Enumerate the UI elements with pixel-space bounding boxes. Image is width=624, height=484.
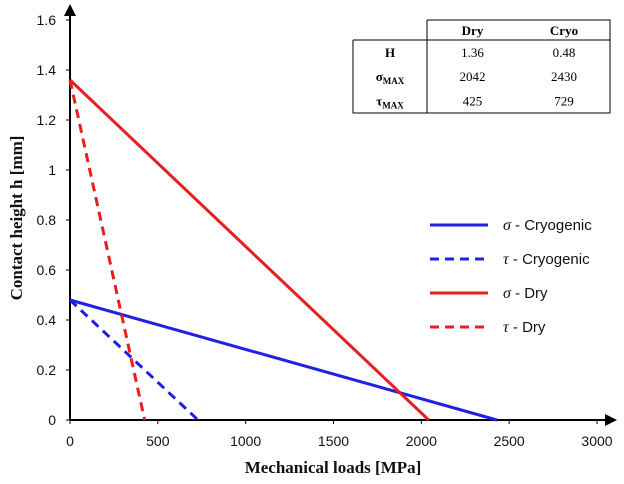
y-axis-arrow-icon: [64, 4, 76, 16]
table-row-label: H: [385, 45, 395, 60]
x-axis-arrow-icon: [605, 414, 617, 426]
x-tick-label: 1500: [318, 433, 349, 449]
table-row-label: τMAX: [376, 94, 404, 111]
x-tick-label: 2000: [406, 433, 437, 449]
x-tick-label: 500: [146, 433, 170, 449]
y-tick-label: 0.2: [37, 362, 57, 378]
table-cell: 1.36: [461, 45, 484, 60]
series-line-3: [68, 78, 430, 422]
table-cell: 2042: [460, 69, 486, 84]
series-line-4: [68, 79, 147, 421]
table-border: [352, 19, 611, 114]
y-tick-label: 1.6: [37, 12, 57, 28]
series-line-1: [69, 298, 498, 422]
legend-label-3: σ - Dry: [503, 285, 548, 302]
y-tick-label: 1: [48, 162, 56, 178]
table-cell: 729: [554, 94, 574, 109]
y-tick-label: 0.6: [37, 262, 57, 278]
y-axis-title: Contact height h [mm]: [7, 136, 26, 301]
table-row-label: σMAX: [376, 69, 405, 86]
legend-label-2: τ - Cryogenic: [503, 251, 590, 268]
summary-table: Dry Cryo H 1.36 0.48 σMAX 2042 2430 τMAX 425 729: [352, 19, 611, 114]
x-axis-title: Mechanical loads [MPa]: [245, 458, 422, 477]
table-header-cell: Cryo: [550, 23, 578, 38]
series-lines: [68, 78, 498, 422]
y-tick-label: 0.8: [37, 212, 57, 228]
y-tick-label: 1.4: [37, 62, 57, 78]
table-cell: 425: [463, 94, 483, 109]
y-tick-label: 0.4: [37, 312, 57, 328]
axes: 0 500 1000 1500 2000 2500 3000 0 0.2 0.4 0.6 0.8 1 1.…: [37, 4, 617, 449]
y-tick-label: 0: [48, 412, 56, 428]
x-tick-label: 2500: [494, 433, 525, 449]
legend: σ - Cryogenic τ - Cryogenic σ - Dry τ - Dry: [430, 217, 592, 336]
y-tick-label: 1.2: [37, 112, 57, 128]
x-tick-label: 1000: [230, 433, 261, 449]
table-header-cell: Dry: [462, 23, 484, 38]
x-tick-label: 0: [66, 433, 74, 449]
legend-label-1: σ - Cryogenic: [503, 217, 592, 234]
legend-label-4: τ - Dry: [503, 319, 546, 336]
x-tick-label: 3000: [581, 433, 612, 449]
table-cell: 2430: [551, 69, 577, 84]
table-cell: 0.48: [553, 45, 576, 60]
